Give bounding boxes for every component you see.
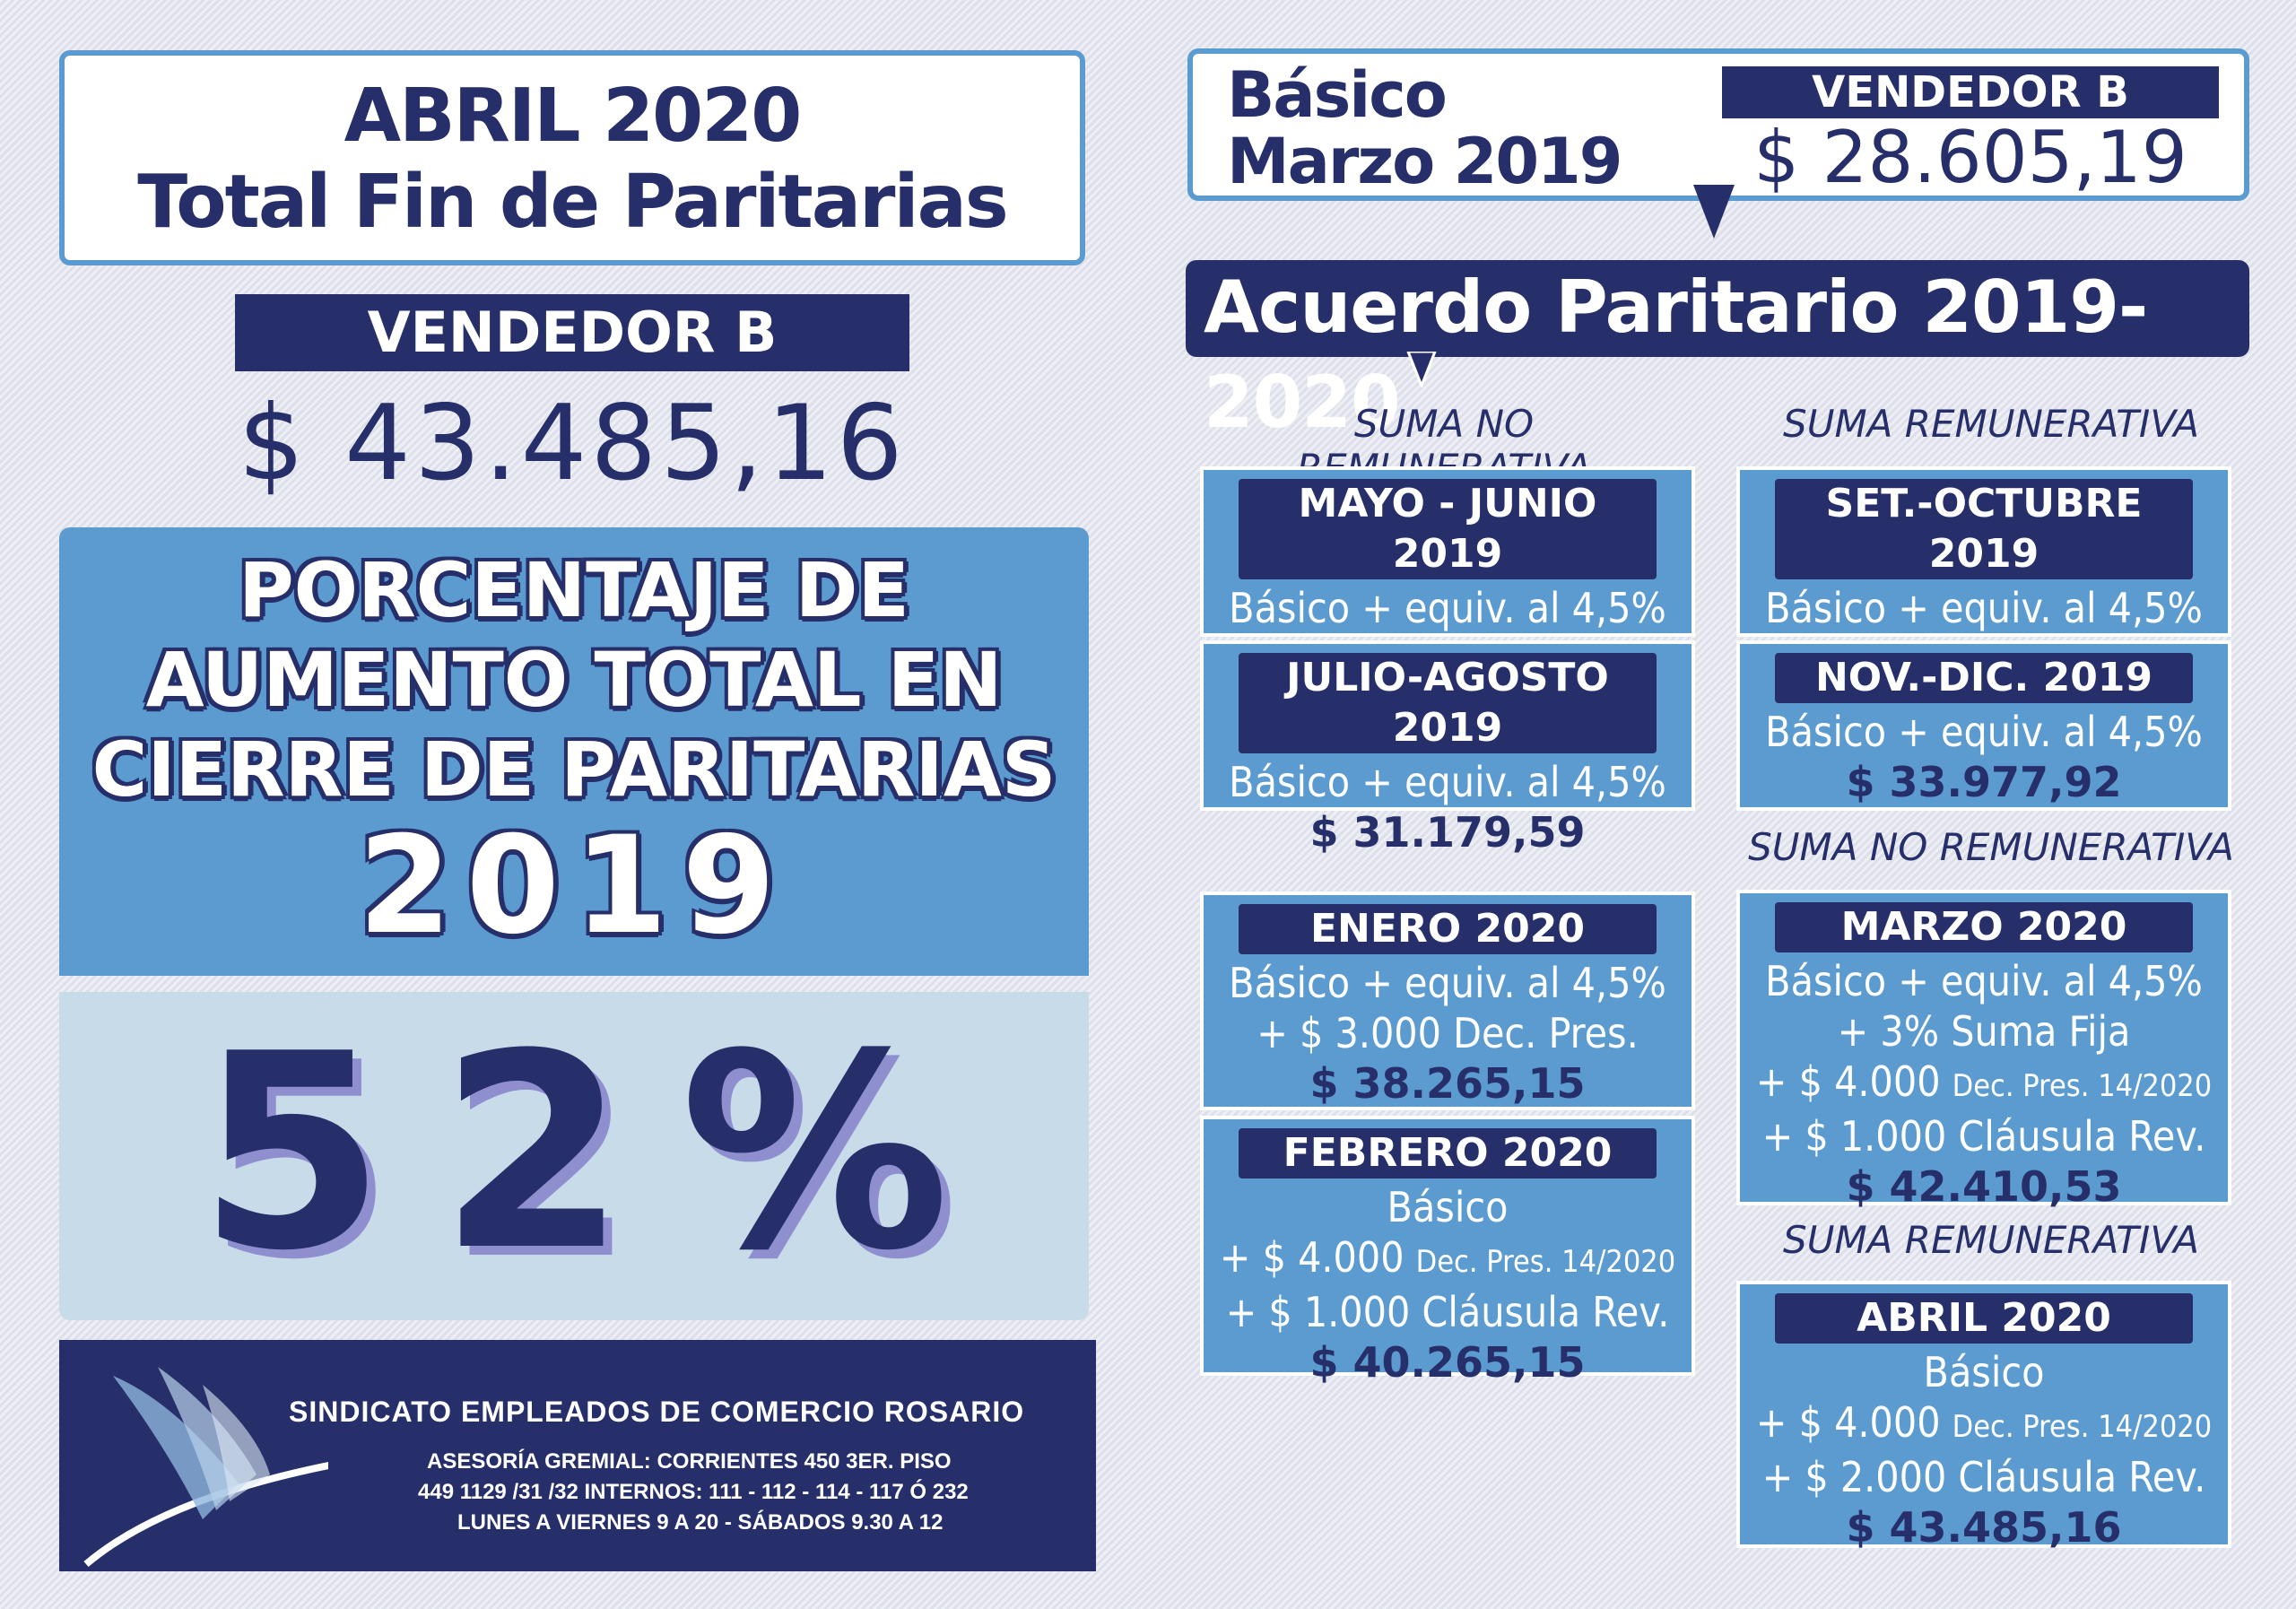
card-abril-head: ABRIL 2020 xyxy=(1775,1293,2193,1344)
vendedor-amount-left: $ 43.485,16 xyxy=(238,383,907,504)
card-enero-2020: ENERO 2020 Básico + equiv. al 4,5% + $ 3… xyxy=(1204,895,1692,1108)
wing-logo-icon xyxy=(83,1367,328,1568)
card-febrero-head: FEBRERO 2020 xyxy=(1239,1128,1657,1178)
card-marzo-amount: $ 42.410,53 xyxy=(1846,1162,2122,1211)
arrow-down-small-icon xyxy=(1406,352,1437,387)
card-setiembre-line1: Básico + equiv. al 4,5% xyxy=(1765,584,2203,632)
card-marzo-line1: Básico + equiv. al 4,5% xyxy=(1765,957,2203,1005)
porcentaje-panel: PORCENTAJE DE AUMENTO TOTAL EN CIERRE DE… xyxy=(59,527,1089,976)
card-febrero-line2a: + $ 4.000 xyxy=(1219,1233,1405,1282)
card-marzo-line3b: Dec. Pres. 14/2020 xyxy=(1952,1068,2213,1104)
card-febrero-line3: + $ 1.000 Cláusula Rev. xyxy=(1225,1288,1670,1336)
card-noviembre-head: NOV.-DIC. 2019 xyxy=(1775,653,2193,703)
label-remunerativa-2: SUMA REMUNERATIVA xyxy=(1783,1218,2199,1262)
card-noviembre-amount: $ 33.977,92 xyxy=(1846,758,2122,806)
basico-line1: Básico xyxy=(1227,58,1448,132)
card-febrero-2020: FEBRERO 2020 Básico + $ 4.000 Dec. Pres.… xyxy=(1204,1119,1692,1387)
footer-line1: ASESORÍA GREMIAL: CORRIENTES 450 3ER. PI… xyxy=(427,1449,952,1474)
footer-panel: SINDICATO EMPLEADOS DE COMERCIO ROSARIO … xyxy=(59,1340,1096,1571)
main-title-line2: Total Fin de Paritarias xyxy=(137,160,1008,245)
main-title-line1: ABRIL 2020 xyxy=(344,74,803,159)
card-enero-line2: + $ 3.000 Dec. Pres. xyxy=(1257,1009,1639,1057)
footer-line2: 449 1129 /31 /32 INTERNOS: 111 - 112 - 1… xyxy=(418,1480,969,1504)
card-julio-line1: Básico + equiv. al 4,5% xyxy=(1229,758,1666,806)
porcentaje-line3: CIERRE DE PARITARIAS xyxy=(91,726,1057,813)
card-noviembre-line1: Básico + equiv. al 4,5% xyxy=(1765,708,2203,756)
acuerdo-title-text: Acuerdo Paritario 2019-2020 xyxy=(1204,265,2148,444)
card-marzo-line2: + 3% Suma Fija xyxy=(1837,1007,2131,1056)
card-nov-dic: NOV.-DIC. 2019 Básico + equiv. al 4,5% $… xyxy=(1740,644,2228,807)
card-enero-head: ENERO 2020 xyxy=(1239,904,1657,954)
card-julio-amount: $ 31.179,59 xyxy=(1309,808,1586,857)
porcentaje-year: 2019 xyxy=(358,808,790,964)
card-abril-2020: ABRIL 2020 Básico + $ 4.000 Dec. Pres. 1… xyxy=(1740,1284,2228,1552)
card-enero-amount: $ 38.265,15 xyxy=(1309,1059,1586,1108)
label-no-remunerativa-2: SUMA NO REMUNERATIVA xyxy=(1748,825,2234,869)
card-marzo-2020: MARZO 2020 Básico + equiv. al 4,5% + 3% … xyxy=(1740,893,2228,1211)
card-julio-head: JULIO-AGOSTO 2019 xyxy=(1239,653,1657,753)
percent-value: 52% xyxy=(197,996,1004,1309)
card-febrero-line2: + $ 4.000 Dec. Pres. 14/2020 xyxy=(1204,1232,1692,1287)
footer-line3: LUNES A VIERNES 9 A 20 - SÁBADOS 9.30 A … xyxy=(457,1510,944,1535)
card-abril-line1: Básico xyxy=(1923,1348,2045,1396)
card-julio-agosto: JULIO-AGOSTO 2019 Básico + equiv. al 4,5… xyxy=(1204,644,1692,857)
card-mayo-line1: Básico + equiv. al 4,5% xyxy=(1229,584,1666,632)
vendedor-label-right: VENDEDOR B xyxy=(1722,66,2219,118)
vendedor-label-left: VENDEDOR B xyxy=(235,294,909,371)
basico-box: Básico Marzo 2019 VENDEDOR B $ 28.605,19 xyxy=(1187,48,2249,201)
card-abril-amount: $ 43.485,16 xyxy=(1846,1503,2122,1552)
card-marzo-line4: + $ 1.000 Cláusula Rev. xyxy=(1761,1112,2206,1161)
card-abril-line2a: + $ 4.000 xyxy=(1755,1398,1941,1447)
card-abril-line2b: Dec. Pres. 14/2020 xyxy=(1952,1409,2213,1445)
footer-org-name: SINDICATO EMPLEADOS DE COMERCIO ROSARIO xyxy=(289,1396,1025,1428)
card-marzo-head: MARZO 2020 xyxy=(1775,902,2193,952)
acuerdo-title: Acuerdo Paritario 2019-2020 xyxy=(1186,260,2249,444)
card-mayo-junio: MAYO - JUNIO 2019 Básico + equiv. al 4,5… xyxy=(1204,470,1692,683)
label-remunerativa-1: SUMA REMUNERATIVA xyxy=(1783,402,2199,446)
card-febrero-amount: $ 40.265,15 xyxy=(1309,1338,1586,1387)
card-marzo-line3a: + $ 4.000 xyxy=(1755,1057,1941,1106)
porcentaje-line2: AUMENTO TOTAL EN xyxy=(145,636,1003,724)
arrow-down-icon xyxy=(1693,185,1735,239)
main-title-box: ABRIL 2020 Total Fin de Paritarias xyxy=(59,50,1085,265)
card-febrero-line1: Básico xyxy=(1387,1183,1509,1231)
card-enero-line1: Básico + equiv. al 4,5% xyxy=(1229,959,1666,1007)
card-abril-line3: + $ 2.000 Cláusula Rev. xyxy=(1761,1453,2206,1501)
card-mayo-head: MAYO - JUNIO 2019 xyxy=(1239,479,1657,579)
porcentaje-line1: PORCENTAJE DE xyxy=(239,546,909,634)
percent-panel: 52% xyxy=(59,992,1089,1320)
card-febrero-line2b: Dec. Pres. 14/2020 xyxy=(1415,1244,1676,1280)
card-set-octubre: SET.-OCTUBRE 2019 Básico + equiv. al 4,5… xyxy=(1740,470,2228,683)
basico-line2: Marzo 2019 xyxy=(1227,125,1622,198)
card-abril-line2: + $ 4.000 Dec. Pres. 14/2020 xyxy=(1740,1397,2228,1452)
card-setiembre-head: SET.-OCTUBRE 2019 xyxy=(1775,479,2193,579)
card-marzo-line3: + $ 4.000 Dec. Pres. 14/2020 xyxy=(1740,1057,2228,1111)
vendedor-amount-right: $ 28.605,19 xyxy=(1753,116,2187,199)
